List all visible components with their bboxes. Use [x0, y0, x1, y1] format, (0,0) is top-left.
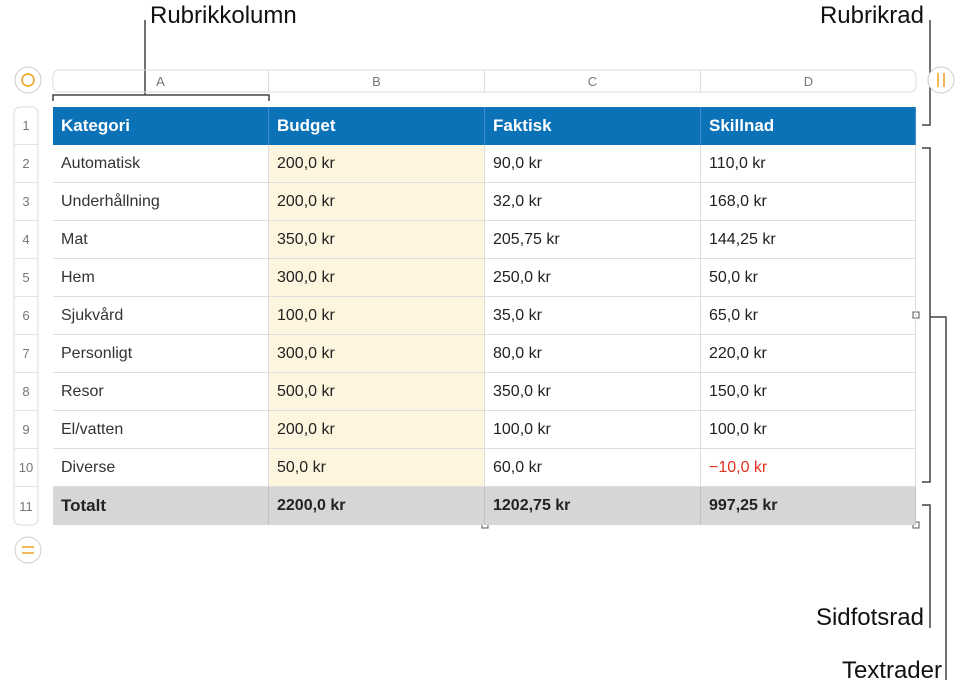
table-cell[interactable]: 50,0 kr	[269, 449, 485, 487]
table-cell[interactable]: 220,0 kr	[701, 335, 916, 373]
row-number[interactable]: 6	[14, 297, 38, 335]
row-number-bar	[13, 106, 39, 526]
table-cell[interactable]: 1202,75 kr	[485, 487, 701, 525]
resize-handle[interactable]	[912, 311, 920, 319]
row-number[interactable]: 3	[14, 183, 38, 221]
table-cell[interactable]: 65,0 kr	[701, 297, 916, 335]
callout-label: Sidfotsrad	[815, 604, 924, 631]
callout-label: Rubrikkolumn	[150, 2, 297, 29]
table-cell[interactable]: 205,75 kr	[485, 221, 701, 259]
add-column-button[interactable]	[927, 66, 955, 94]
header-column-bracket	[52, 20, 270, 101]
table-cell[interactable]: 100,0 kr	[485, 411, 701, 449]
table-cell[interactable]: 80,0 kr	[485, 335, 701, 373]
row-number[interactable]: 10	[14, 449, 38, 487]
table-cell[interactable]: 150,0 kr	[701, 373, 916, 411]
row-number[interactable]: 7	[14, 335, 38, 373]
body-rows-bracket	[922, 147, 947, 680]
table-cell[interactable]: 100,0 kr	[701, 411, 916, 449]
row-number[interactable]: 9	[14, 411, 38, 449]
table-cell[interactable]: Sjukvård	[53, 297, 269, 335]
column-letter[interactable]: D	[803, 73, 814, 89]
table-cell[interactable]: 500,0 kr	[269, 373, 485, 411]
row-number[interactable]: 4	[14, 221, 38, 259]
table-cell[interactable]: 997,25 kr	[701, 487, 916, 525]
add-row-button[interactable]	[14, 536, 42, 564]
table-cell[interactable]: 32,0 kr	[485, 183, 701, 221]
table-cell[interactable]: 2200,0 kr	[269, 487, 485, 525]
table-cell[interactable]: Hem	[53, 259, 269, 297]
table-cell[interactable]: Totalt	[53, 487, 269, 525]
table-cell[interactable]: 100,0 kr	[269, 297, 485, 335]
table-cell[interactable]: 300,0 kr	[269, 335, 485, 373]
row-number[interactable]: 11	[19, 498, 33, 514]
table-cell[interactable]: Personligt	[53, 335, 269, 373]
table-cell[interactable]: Skillnad	[701, 107, 916, 145]
table-cell[interactable]: 50,0 kr	[701, 259, 916, 297]
resize-handle[interactable]	[912, 521, 920, 529]
table-cell[interactable]: 200,0 kr	[269, 183, 485, 221]
table-cell[interactable]: 35,0 kr	[485, 297, 701, 335]
callout-label: Rubrikrad	[819, 2, 924, 29]
table-cell[interactable]: 168,0 kr	[701, 183, 916, 221]
equals-icon	[22, 546, 34, 554]
table-cell[interactable]: 200,0 kr	[269, 411, 485, 449]
table-cell[interactable]: 350,0 kr	[485, 373, 701, 411]
table-cell[interactable]: 250,0 kr	[485, 259, 701, 297]
table-cell[interactable]: Underhållning	[53, 183, 269, 221]
table-cell[interactable]: Faktisk	[485, 107, 701, 145]
column-letter[interactable]: B	[269, 70, 485, 92]
table-cell[interactable]: 110,0 kr	[701, 145, 916, 183]
table-cell[interactable]: Automatisk	[53, 145, 269, 183]
callout-label: Textrader	[841, 657, 942, 684]
row-number[interactable]: 5	[14, 259, 38, 297]
column-letter[interactable]: A	[53, 70, 269, 92]
table-cell[interactable]: Diverse	[53, 449, 269, 487]
column-letter[interactable]: C	[485, 70, 701, 92]
footer-row-pointer	[922, 504, 931, 628]
table-cell[interactable]: 300,0 kr	[269, 259, 485, 297]
table-cell[interactable]: Budget	[269, 107, 485, 145]
table-cell[interactable]: Mat	[53, 221, 269, 259]
select-table-button[interactable]	[14, 66, 42, 94]
header-row-pointer	[922, 20, 931, 126]
table-cell[interactable]: 144,25 kr	[701, 221, 916, 259]
table-cell[interactable]: Kategori	[53, 107, 269, 145]
table-cell[interactable]: 90,0 kr	[485, 145, 701, 183]
pause-icon	[937, 73, 945, 87]
circle-icon	[21, 73, 35, 87]
table-cell[interactable]: 350,0 kr	[269, 221, 485, 259]
table-cell[interactable]: −10,0 kr	[701, 449, 916, 487]
table-cell[interactable]: 60,0 kr	[485, 449, 701, 487]
row-number[interactable]: 8	[14, 373, 38, 411]
row-number[interactable]: 1	[14, 107, 38, 145]
table-cell[interactable]: El/vatten	[53, 411, 269, 449]
table-cell[interactable]: Resor	[53, 373, 269, 411]
table-cell[interactable]: 200,0 kr	[269, 145, 485, 183]
row-number[interactable]: 2	[14, 145, 38, 183]
